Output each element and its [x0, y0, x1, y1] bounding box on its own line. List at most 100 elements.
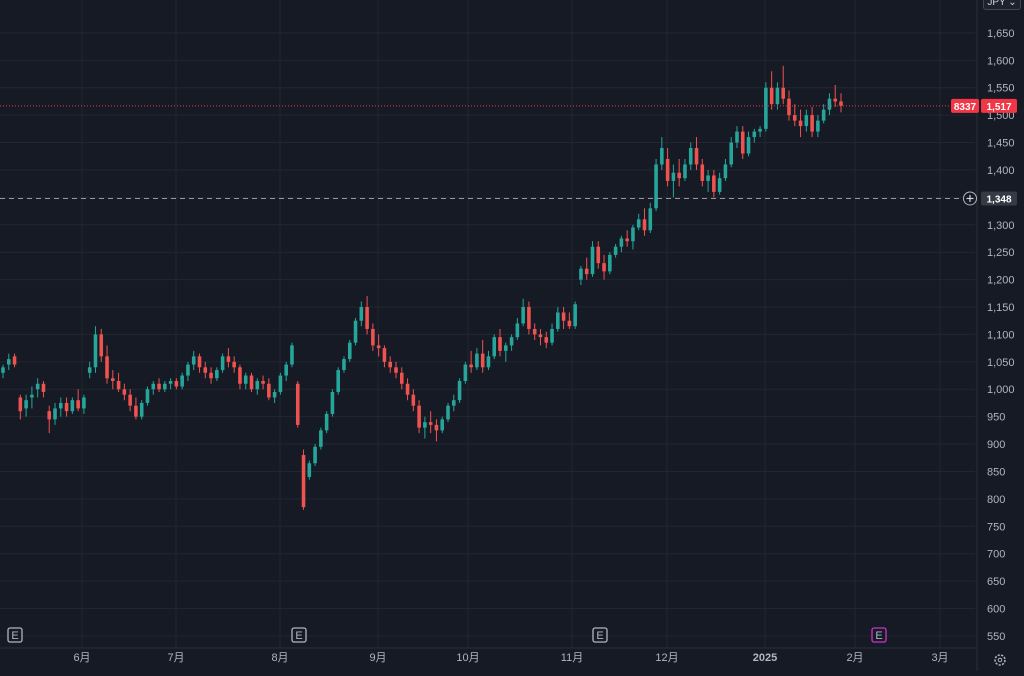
candle-body — [6, 359, 11, 365]
candle-body — [330, 391, 335, 414]
time-tick-label: 7月 — [167, 652, 184, 664]
candle-body — [723, 164, 728, 179]
price-tick-label: 1,500 — [987, 110, 1015, 122]
candle-body — [41, 383, 46, 392]
candle-body — [411, 394, 416, 406]
candle-body — [249, 375, 254, 390]
earnings-marker-label: E — [875, 630, 882, 642]
candle-body — [359, 307, 364, 321]
candle-body — [238, 367, 242, 384]
price-tick-label: 1,100 — [987, 329, 1015, 341]
candle-body — [186, 364, 190, 376]
candle-body — [382, 348, 387, 362]
candle-body — [608, 254, 612, 272]
currency-selector[interactable]: JPY ⌄ — [983, 0, 1021, 10]
candle-body — [712, 175, 716, 192]
candle-body — [203, 367, 208, 373]
price-tick-label: 850 — [987, 466, 1005, 478]
candle-body — [70, 400, 75, 412]
candle-body — [700, 164, 705, 181]
candle-body — [35, 383, 40, 390]
candle-body — [781, 87, 785, 99]
candle-body — [290, 345, 294, 365]
candle-body — [87, 367, 92, 373]
candle-body — [758, 128, 762, 132]
candle-body — [446, 405, 450, 420]
time-tick-label: 10月 — [456, 652, 479, 664]
earnings-marker[interactable] — [7, 627, 23, 643]
candle-body — [544, 337, 549, 343]
candle-body — [59, 402, 63, 409]
price-tick-label: 1,400 — [987, 165, 1015, 177]
candle-body — [417, 405, 421, 428]
candle-body — [625, 238, 629, 242]
candle-body — [729, 142, 733, 165]
price-tick-label: 1,450 — [987, 138, 1015, 150]
candle-body — [145, 389, 150, 403]
price-tick-label: 900 — [987, 439, 1005, 451]
price-tick-label: 750 — [987, 521, 1005, 533]
time-tick-label: 11月 — [561, 652, 583, 664]
candle-body — [798, 120, 803, 127]
candle-body — [388, 361, 393, 368]
candle-body — [116, 381, 121, 390]
candle-body — [371, 328, 375, 346]
gear-icon[interactable] — [994, 654, 1006, 666]
candle-body — [440, 419, 445, 431]
candle-body — [596, 246, 601, 264]
time-tick-label: 8月 — [271, 652, 288, 664]
candle-body — [654, 164, 658, 209]
candle-body — [163, 383, 167, 390]
candle-body — [342, 359, 346, 371]
candle-body — [590, 246, 595, 275]
candle-body — [365, 307, 369, 329]
currency-selector-label: JPY ⌄ — [987, 0, 1017, 8]
candle-body — [613, 246, 618, 255]
candle-body — [816, 120, 820, 132]
candle-body — [99, 334, 104, 357]
candle-body — [18, 397, 23, 412]
candle-body — [347, 342, 352, 360]
earnings-marker-label: E — [295, 630, 302, 642]
candle-body — [683, 164, 687, 179]
candle-body — [220, 356, 225, 371]
earnings-marker[interactable] — [592, 627, 608, 643]
candle-body — [319, 430, 323, 447]
price-tick-label: 1,650 — [987, 28, 1015, 40]
candle-body — [215, 370, 219, 379]
price-tick-label: 1,150 — [987, 302, 1015, 314]
price-tick-label: 950 — [987, 412, 1005, 424]
last-price-label: 1,517 — [986, 102, 1011, 113]
last-price-badge — [981, 98, 1017, 113]
candle-body — [399, 372, 404, 384]
candle-body — [665, 158, 670, 181]
candle-body — [295, 383, 300, 425]
candle-body — [642, 219, 647, 231]
price-tick-label: 1,200 — [987, 275, 1015, 287]
candle-body — [740, 131, 745, 154]
candle-body — [504, 345, 508, 351]
candle-body — [619, 238, 624, 247]
symbol-badge — [951, 98, 979, 113]
candle-body — [498, 337, 502, 351]
earnings-marker[interactable] — [871, 627, 887, 643]
candle-body — [556, 312, 560, 329]
candle-body — [24, 400, 28, 409]
candle-body — [134, 405, 138, 417]
candle-body — [636, 219, 641, 228]
candle-body — [428, 422, 433, 425]
price-tick-label: 1,550 — [987, 83, 1015, 95]
candle-body — [336, 370, 340, 392]
time-tick-label: 3月 — [931, 652, 948, 664]
price-tick-label: 700 — [987, 549, 1005, 561]
gear-icon-center — [997, 657, 1003, 663]
earnings-marker[interactable] — [291, 627, 307, 643]
candle-body — [324, 413, 329, 431]
candle-body — [688, 148, 693, 165]
candle-body — [671, 172, 676, 181]
candle-body — [261, 381, 265, 384]
candle-body — [532, 328, 537, 335]
candle-body — [631, 227, 635, 242]
